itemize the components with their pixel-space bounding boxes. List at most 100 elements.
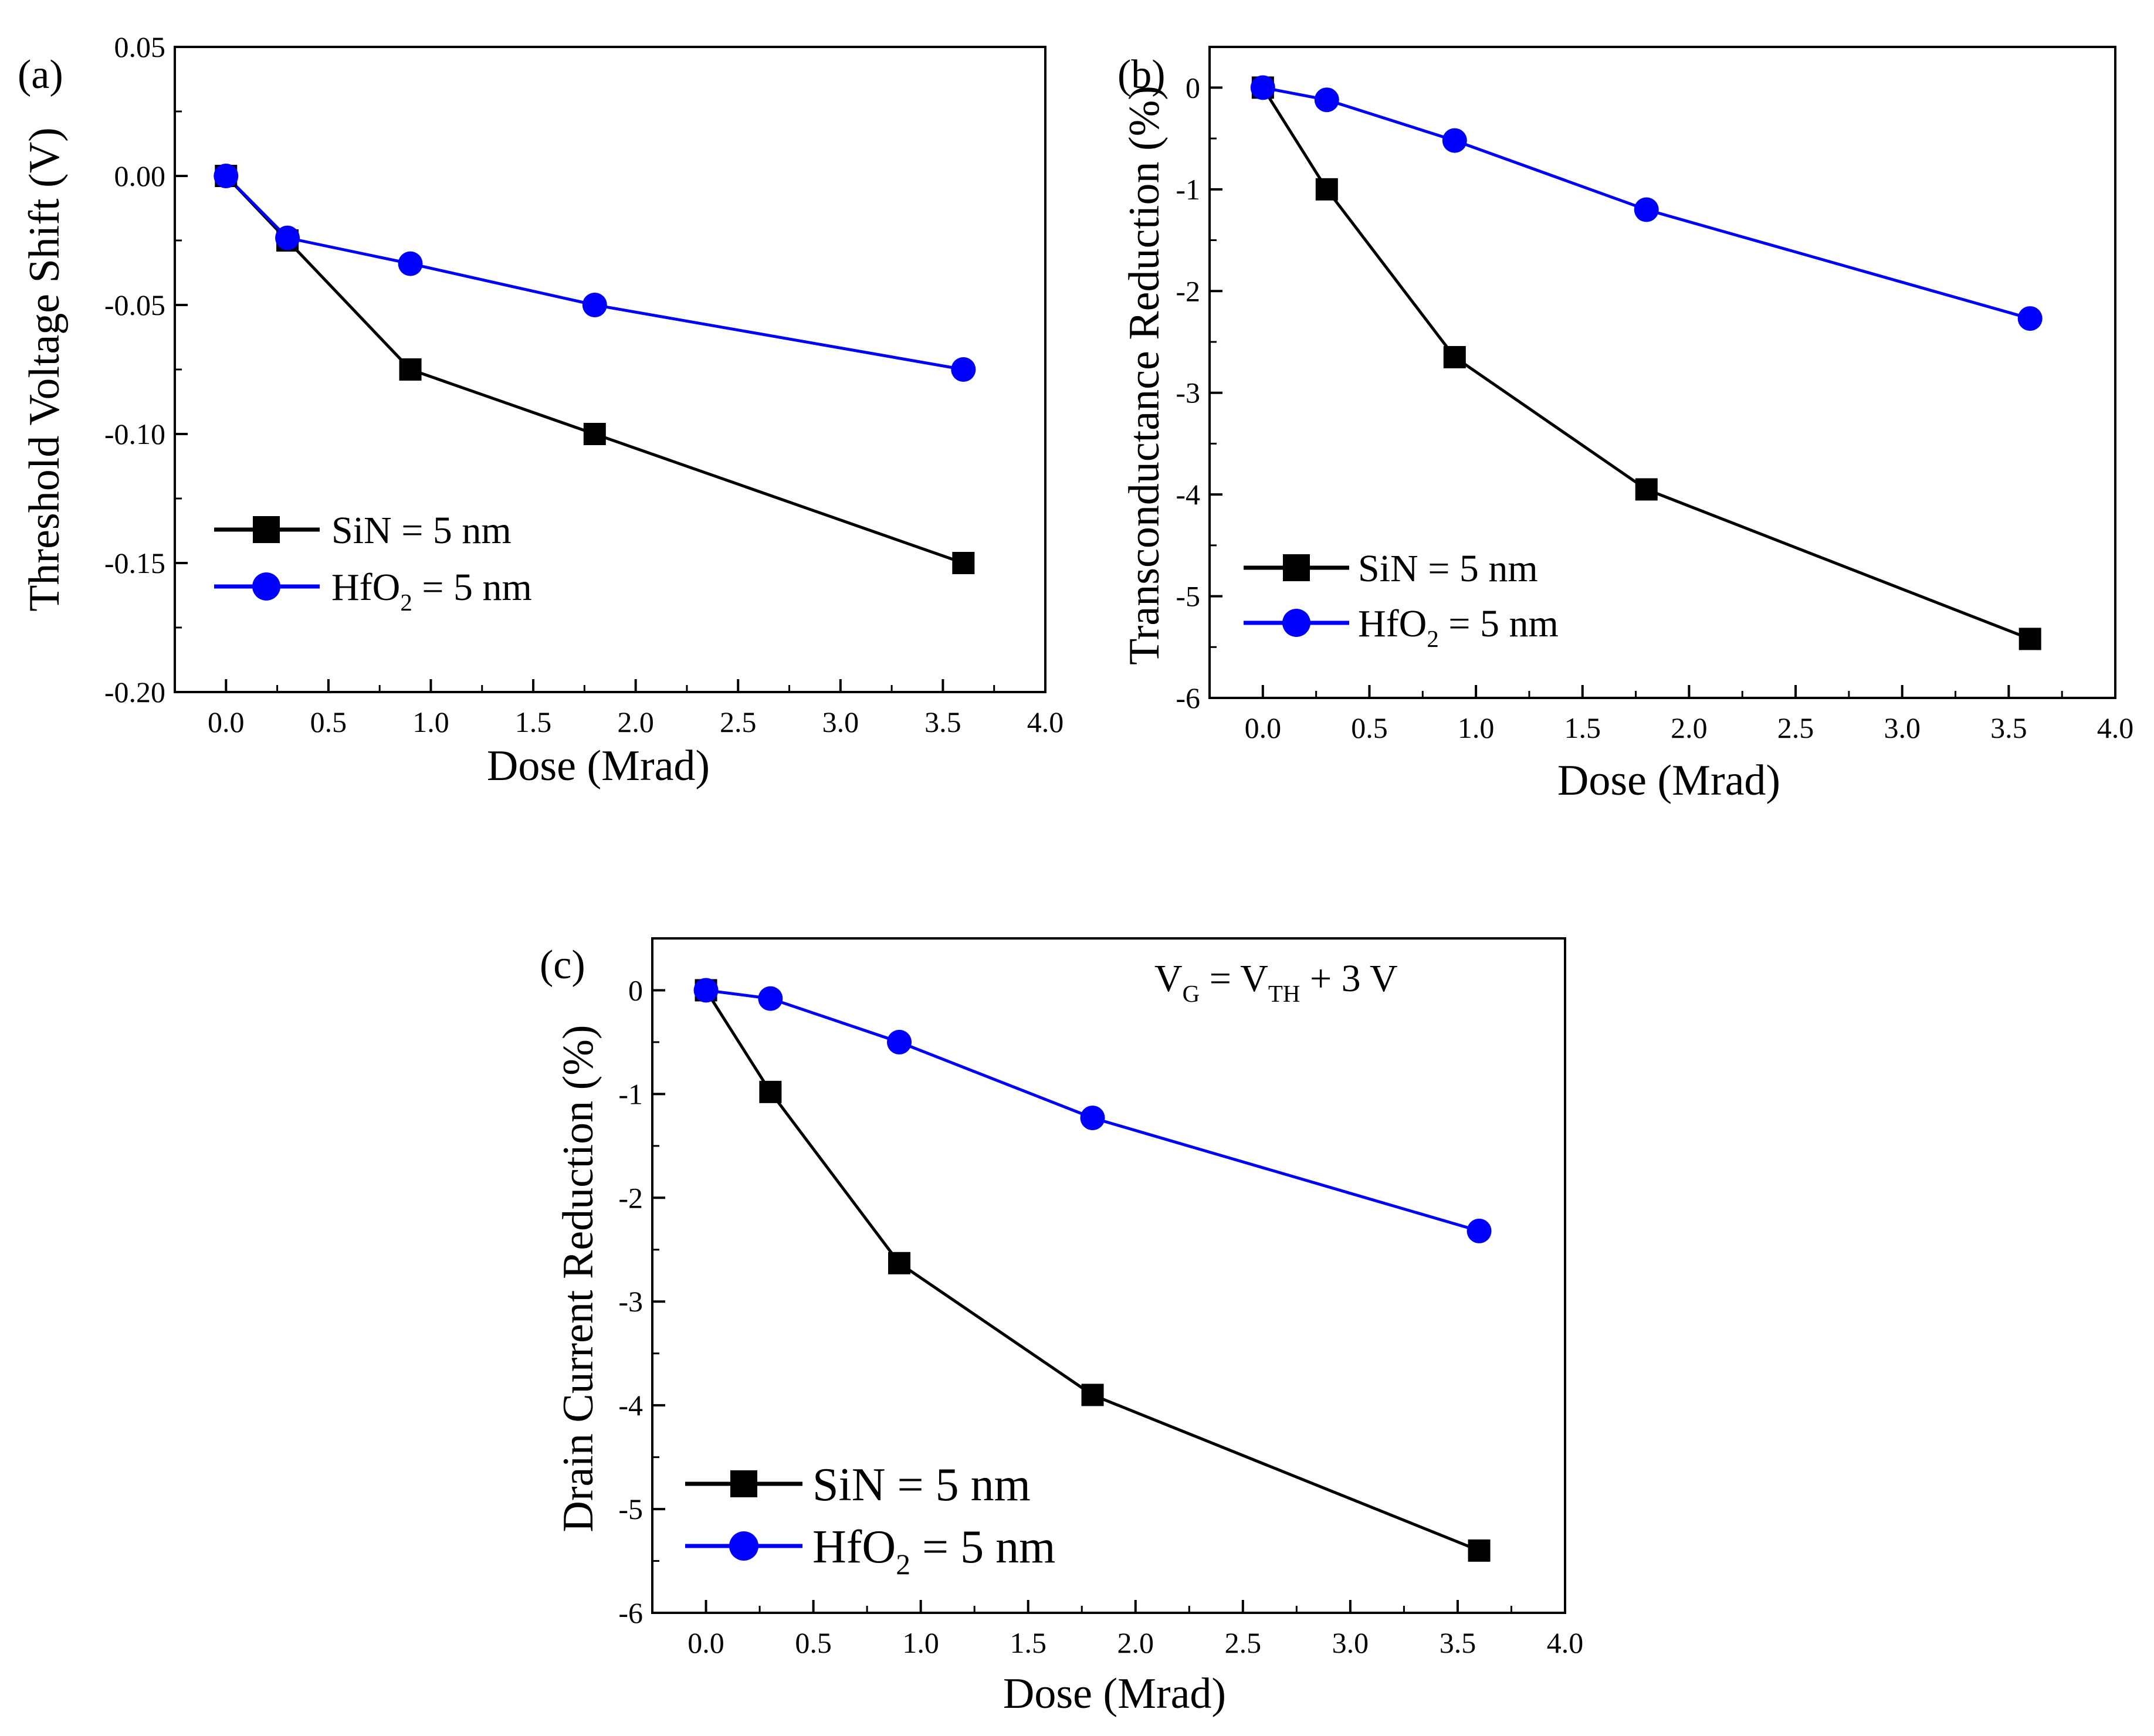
panel-a-x-axis-title: Dose (Mrad)	[487, 742, 710, 790]
panel-b-sin-point	[1443, 345, 1466, 368]
panel-a-x-tick-label: 3.5	[924, 706, 961, 738]
panel-b-x-tick-label: 0.5	[1351, 711, 1388, 744]
panel-b-legend-sin: SiN = 5 nm	[1244, 547, 1538, 590]
panel-a-x-tick-label: 1.5	[515, 706, 552, 738]
panel-a-x-tick-label: 4.0	[1027, 706, 1064, 738]
panel-c-legend-hfo2: HfO2 = 5 nm	[685, 1521, 1055, 1581]
panel-a-hfo2-point	[275, 225, 300, 250]
panel-b-transconductance: 0.0 0.5 1.0 1.5 2.0 2.5 3.0 3.5 4.0 0 -1 -2 -3 -4 -5 -6…	[1117, 46, 2133, 805]
panel-c-y-tick-label: -5	[618, 1493, 643, 1525]
panel-a-x-tick-label: 0.0	[208, 706, 245, 738]
panel-b-markers	[1250, 75, 2043, 650]
panel-c-hfo2-point	[1080, 1106, 1105, 1131]
panel-a-hfo2-point	[214, 164, 239, 188]
panel-c-legend-sin: SiN = 5 nm	[685, 1459, 1031, 1511]
panel-a-sin-line	[225, 175, 964, 565]
panel-c-x-tick-label: 1.0	[902, 1626, 939, 1659]
panel-b-x-tick-label: 4.0	[2097, 711, 2134, 744]
panel-a-x-tick-label: 1.0	[412, 706, 449, 738]
panel-c-y-tick-label: -2	[618, 1181, 643, 1214]
panel-a-markers	[214, 164, 976, 574]
panel-c-hfo2-point	[887, 1029, 912, 1055]
panel-c-sin-point	[759, 1080, 782, 1103]
panel-c-drain-current: 0.0 0.5 1.0 1.5 2.0 2.5 3.0 3.5 4.0 0 -1 -2 -3 -4 -5 -6…	[540, 937, 1583, 1718]
panel-a-y-axis-title: Threshold Voltage Shift (V)	[21, 127, 69, 612]
panel-b-y-tick-label: -6	[1176, 681, 1200, 714]
panel-c-legend-hfo2-marker	[729, 1531, 758, 1561]
panel-a-ticks: 0.0 0.5 1.0 1.5 2.0 2.5 3.0 3.5 4.0 0.05 0.00 -0.05…	[104, 30, 1064, 738]
panel-c-hfo2-point	[758, 986, 783, 1011]
panel-c-x-tick-label: 1.5	[1010, 1626, 1046, 1659]
panel-c-hfo2-point	[693, 978, 719, 1003]
panel-a-x-tick-label: 0.5	[310, 706, 347, 738]
panel-c-y-tick-label: -6	[618, 1596, 643, 1629]
panel-a-legend: SiN = 5 nm HfO2 = 5 nm	[214, 509, 532, 616]
panel-b-hfo2-point	[2017, 306, 2043, 331]
panel-b-x-tick-label: 1.5	[1564, 711, 1601, 744]
panel-c-sin-point	[1081, 1384, 1104, 1406]
panel-c-x-tick-label: 2.5	[1225, 1626, 1262, 1659]
panel-c-legend: SiN = 5 nm HfO2 = 5 nm	[685, 1459, 1055, 1581]
panel-c-legend-sin-marker	[730, 1470, 757, 1497]
panel-b-plot-frame	[1208, 46, 2116, 699]
panel-b-x-tick-label: 1.0	[1458, 711, 1495, 744]
panel-b-y-tick-label: 0	[1186, 71, 1200, 104]
panel-c-sin-point	[1468, 1539, 1491, 1562]
panel-c-sin-point	[888, 1252, 911, 1274]
panel-a-sin-point	[952, 552, 975, 574]
panel-b-sin-point	[1315, 178, 1338, 201]
panel-b-x-tick-label: 2.5	[1777, 711, 1814, 744]
panel-b-sin-point	[1635, 478, 1658, 501]
panel-b-x-tick-label: 0.0	[1245, 711, 1282, 744]
panel-c-x-tick-label: 3.0	[1332, 1626, 1369, 1659]
panel-c-y-tick-label: -3	[618, 1285, 643, 1318]
panel-c-ticks: 0.0 0.5 1.0 1.5 2.0 2.5 3.0 3.5 4.0 0 -1 -2 -3 -4 -5 -6	[618, 974, 1583, 1659]
panel-a-threshold-voltage: 0.0 0.5 1.0 1.5 2.0 2.5 3.0 3.5 4.0 0.05 0.00 -0.05…	[18, 30, 1064, 790]
panel-a-y-tick-label: 0.05	[114, 30, 166, 63]
panel-b-y-tick-label: -4	[1176, 478, 1200, 511]
panel-a-y-tick-label: -0.05	[104, 289, 165, 321]
panel-a-y-tick-label: 0.00	[114, 160, 166, 192]
panel-b-legend: SiN = 5 nm HfO2 = 5 nm	[1244, 547, 1559, 652]
panel-a-legend-sin-label: SiN = 5 nm	[331, 509, 512, 552]
panel-c-x-axis-title: Dose (Mrad)	[1003, 1670, 1226, 1718]
panel-b-y-tick-label: -1	[1176, 173, 1200, 206]
panel-c-markers	[693, 978, 1492, 1562]
panel-b-legend-hfo2: HfO2 = 5 nm	[1244, 602, 1559, 652]
panel-a-y-tick-label: -0.20	[104, 676, 165, 708]
panel-a-legend-hfo2-label: HfO2 = 5 nm	[331, 566, 532, 616]
panel-a-hfo2-point	[398, 251, 423, 276]
panel-a-lines	[225, 175, 964, 565]
panel-b-sin-point	[2018, 628, 2041, 650]
panel-b-hfo2-point	[1250, 75, 1275, 100]
panel-c-y-axis-title: Drain Current Reduction (%)	[554, 1025, 602, 1532]
panel-c-x-tick-label: 4.0	[1547, 1626, 1584, 1659]
panel-b-hfo2-point	[1442, 128, 1467, 153]
panel-b-y-axis-title: Transconductance Reduction (%)	[1120, 86, 1169, 665]
panel-b-x-tick-label: 2.0	[1671, 711, 1708, 744]
panel-c-y-tick-label: -1	[618, 1077, 643, 1110]
panel-b-ticks: 0.0 0.5 1.0 1.5 2.0 2.5 3.0 3.5 4.0 0 -1 -2 -3 -4 -5 -6	[1176, 71, 2133, 744]
panel-b-x-tick-label: 3.0	[1884, 711, 1921, 744]
panel-a-x-tick-label: 2.0	[617, 706, 654, 738]
panel-a-x-tick-label: 3.0	[822, 706, 859, 738]
panel-a-hfo2-line	[225, 175, 964, 371]
panel-a-x-tick-label: 2.5	[720, 706, 757, 738]
panel-b-y-tick-label: -2	[1176, 274, 1200, 307]
panel-c-legend-hfo2-label: HfO2 = 5 nm	[812, 1521, 1055, 1581]
panel-b-hfo2-point	[1634, 197, 1659, 222]
panel-b-y-tick-label: -3	[1176, 377, 1200, 409]
panel-c-y-tick-label: -4	[618, 1389, 643, 1422]
panel-a-legend-hfo2: HfO2 = 5 nm	[214, 566, 532, 616]
panel-a-y-tick-label: -0.15	[104, 547, 165, 579]
panel-b-legend-sin-marker	[1283, 554, 1310, 581]
panel-a-legend-hfo2-marker	[252, 572, 280, 601]
panel-c-hfo2-point	[1467, 1218, 1492, 1243]
panel-b-y-tick-label: -5	[1176, 580, 1200, 613]
panel-b-x-tick-label: 3.5	[1990, 711, 2027, 744]
panel-c-x-tick-label: 3.5	[1440, 1626, 1476, 1659]
panel-b-legend-hfo2-label: HfO2 = 5 nm	[1358, 602, 1559, 652]
panel-b-x-axis-title: Dose (Mrad)	[1557, 757, 1780, 805]
panel-a-plot-frame	[174, 46, 1046, 693]
